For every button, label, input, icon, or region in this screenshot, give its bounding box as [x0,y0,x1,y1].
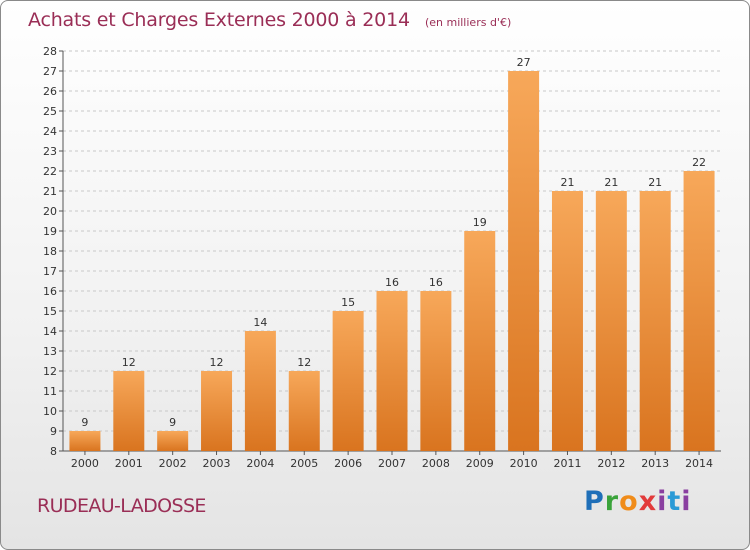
bar [551,191,583,451]
y-tick-label: 15 [43,305,57,318]
y-tick-label: 16 [43,285,57,298]
x-tick-label: 2005 [290,457,318,470]
data-label: 16 [429,276,443,289]
x-tick-label: 2001 [115,457,143,470]
x-tick-label: 2007 [378,457,406,470]
x-tick-label: 2014 [685,457,713,470]
data-label: 12 [122,356,136,369]
data-label: 21 [560,176,574,189]
x-tick-label: 2003 [203,457,231,470]
x-tick-label: 2013 [641,457,669,470]
data-label: 21 [648,176,662,189]
data-label: 27 [517,56,531,69]
y-tick-label: 24 [43,125,57,138]
x-tick-label: 2010 [510,457,538,470]
bar [639,191,671,451]
bars [69,71,715,451]
chart-title-row: Achats et Charges Externes 2000 à 2014 (… [28,9,511,31]
x-tick-label: 2000 [71,457,99,470]
bar [244,331,276,451]
x-tick-label: 2011 [553,457,581,470]
data-label: 9 [81,416,88,429]
x-tick-label: 2002 [159,457,187,470]
y-tick-label: 21 [43,185,57,198]
x-tick-label: 2006 [334,457,362,470]
data-label: 21 [604,176,618,189]
x-tick-label: 2004 [246,457,274,470]
bar [376,291,408,451]
y-tick-label: 12 [43,365,57,378]
bar [508,71,540,451]
y-tick-label: 13 [43,345,57,358]
bar [69,431,101,451]
data-label: 12 [297,356,311,369]
x-tick-label: 2008 [422,457,450,470]
bar [288,371,320,451]
y-tick-label: 8 [50,445,57,458]
data-label: 16 [385,276,399,289]
data-label: 14 [253,316,267,329]
y-tick-label: 25 [43,105,57,118]
data-label: 22 [692,156,706,169]
labels: 9 2000 12 2001 9 2002 12 2003 14 2004 12 2005 15 2006… [71,56,713,470]
y-tick-label: 14 [43,325,57,338]
chart-unit-note: (en milliers d'€) [424,16,512,29]
bar [332,311,364,451]
y-tick-label: 9 [50,425,57,438]
data-label: 19 [473,216,487,229]
y-tick-label: 23 [43,145,57,158]
data-label: 15 [341,296,355,309]
data-label: 9 [169,416,176,429]
bar [464,231,496,451]
x-tick-label: 2012 [597,457,625,470]
chart-title: Achats et Charges Externes 2000 à 2014 [28,9,410,31]
data-label: 12 [210,356,224,369]
y-tick-label: 28 [43,45,57,58]
bar [113,371,145,451]
bar [595,191,627,451]
y-tick-label: 18 [43,245,57,258]
bar [683,171,715,451]
commune-name: RUDEAU-LADOSSE [37,495,206,517]
y-tick-label: 26 [43,85,57,98]
bar [201,371,233,451]
y-tick-label: 10 [43,405,57,418]
y-tick-label: 11 [43,385,57,398]
proxiti-logo[interactable]: Proxiti [584,486,692,517]
y-tick-label: 27 [43,65,57,78]
bar [420,291,452,451]
y-tick-label: 20 [43,205,57,218]
x-tick-label: 2009 [466,457,494,470]
y-tick-label: 19 [43,225,57,238]
y-tick-label: 17 [43,265,57,278]
bar [157,431,189,451]
y-tick-label: 22 [43,165,57,178]
